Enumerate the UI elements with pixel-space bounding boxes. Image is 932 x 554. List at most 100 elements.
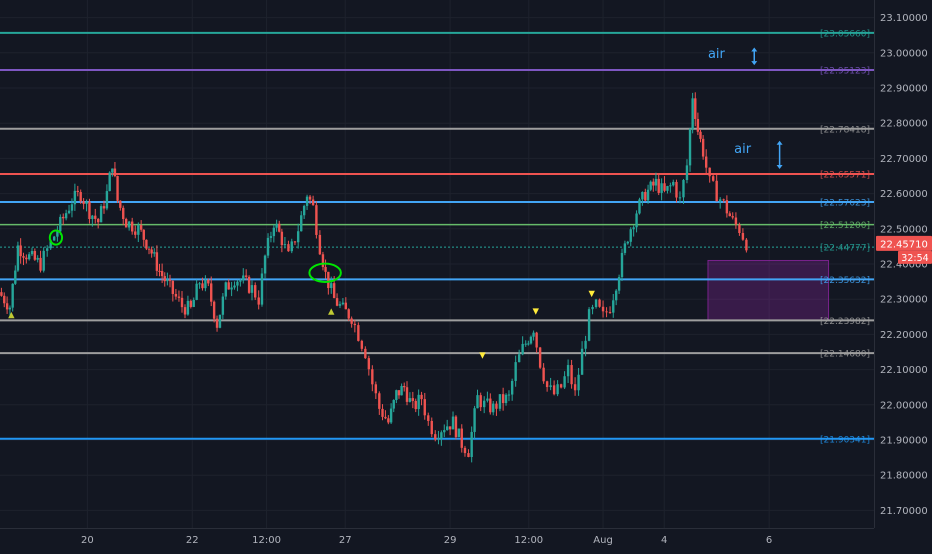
candle-body [374,384,378,394]
candle-body [278,223,281,232]
x-tick-label: 12:00 [514,535,543,546]
candle-body [300,215,303,232]
candle-body [0,292,3,296]
candle-body [49,240,52,249]
candle-body [283,244,287,246]
candle-body [305,196,309,206]
candle-body [734,217,738,225]
highlight-circle [308,262,342,283]
candle-body [678,197,682,199]
candle-body [139,225,143,230]
y-tick-label: 22.40000 [880,260,928,271]
candle-body [457,428,461,438]
candle-body [335,298,339,306]
x-tick-label: 6 [766,535,772,546]
arrow-up-icon [751,47,758,52]
candle-body [521,343,524,355]
candle-body [269,236,273,238]
candle-body [221,296,225,315]
candle-body [504,394,508,404]
candle-body [280,231,284,246]
candle-body [389,408,393,423]
candle-body [573,384,577,391]
candle-body [111,168,114,173]
candle-body [594,299,598,307]
candle-body [88,201,91,220]
candle-body [646,189,650,201]
level-label: [22.57623] [820,198,870,208]
candle-body [566,365,570,377]
x-tick-label: Aug [593,535,613,546]
candle-body [192,299,195,307]
candle-body [498,394,502,409]
candle-body [212,301,216,319]
candle-body [119,200,122,208]
level-label: [22.95123] [820,66,870,76]
level-label: [22.65571] [820,170,870,180]
candle-body [367,358,371,370]
candle-body [378,393,381,409]
current-price-box [876,235,932,251]
candle-body [153,252,156,254]
candle-body [649,181,652,190]
candle-body [79,192,82,202]
candle-body [448,426,452,430]
candle-body [155,252,159,271]
candle-body [711,176,715,181]
zone-layer [707,259,830,321]
candle-body [738,224,741,234]
candle-body [387,418,390,423]
overlay-layer: air air [48,47,783,283]
candle-body [629,229,632,242]
candle-body [183,307,187,315]
candle-body [166,279,169,282]
candle-body [198,283,201,285]
levels-layer [0,31,874,440]
y-tick-label: 23.10000 [880,13,928,24]
candle-body [430,420,433,435]
candle-body [8,307,12,310]
candle-body [357,325,360,341]
candle-body [608,311,612,313]
candle-body [542,367,545,382]
candle-body [19,245,22,257]
candle-body [150,249,153,254]
candle-body [134,231,137,235]
candle-body [353,323,357,326]
arrow-down-icon [751,61,758,66]
level-labels-layer: [23.05660] [22.95123] [22.78418] [22.65571]… [820,29,870,445]
candle-body [99,206,103,223]
candle-body [332,283,336,299]
candle-body [514,362,517,381]
candle-body [321,254,325,268]
candle-body [601,306,605,312]
candle-body [559,384,563,388]
time-axis[interactable]: 20 22 12:00 27 29 12:00 Aug 4 6 [81,535,772,546]
annotation-text: air [734,142,752,157]
x-tick-label: 22 [186,535,199,546]
candle-body [510,380,514,395]
candle-body [160,271,164,277]
candle-body [233,285,236,288]
candle-body [364,348,367,359]
candle-body [5,303,9,310]
candle-body [14,270,17,284]
candle-body [171,280,175,294]
candle-body [529,336,533,344]
candle-body [236,281,239,286]
candle-body [524,343,527,345]
candle-body [532,332,535,337]
candle-body [666,186,669,191]
candle-body [635,213,638,228]
candle-body [685,165,689,181]
price-axis[interactable]: 21.70000 21.80000 21.90000 22.00000 22.10000… [880,13,928,517]
candle-body [741,233,745,240]
y-tick-label: 22.50000 [880,224,928,235]
candle-body [392,400,395,409]
candle-body [440,432,443,439]
candle-body [556,384,559,395]
candle-body [147,248,151,250]
candle-body [315,205,318,235]
candle-body [479,395,482,408]
